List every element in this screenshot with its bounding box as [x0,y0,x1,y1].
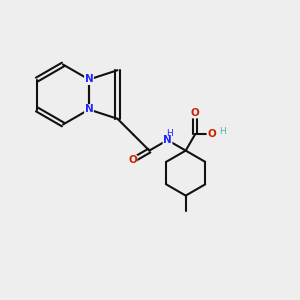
Text: O: O [190,108,200,118]
Text: O: O [128,155,137,165]
Text: H: H [167,129,173,138]
Text: H: H [220,127,226,136]
Text: N: N [85,74,93,85]
Text: N: N [85,104,93,115]
Text: N: N [163,135,172,145]
Text: O: O [207,130,216,140]
